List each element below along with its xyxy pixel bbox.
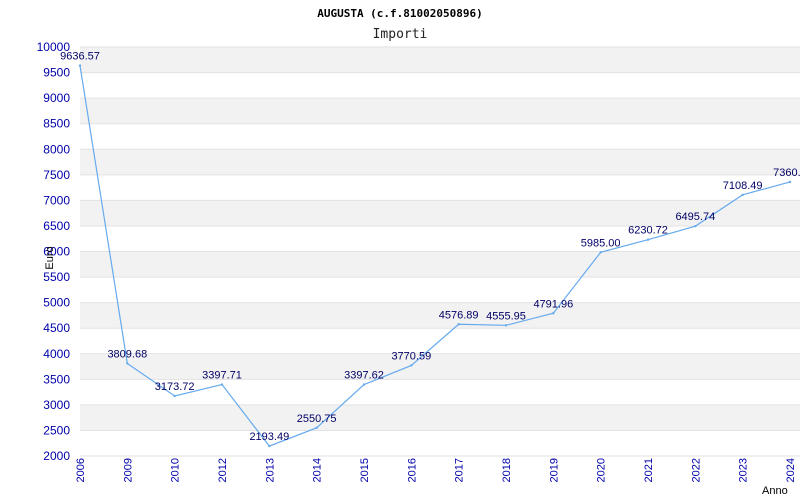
- grid-band: [80, 251, 800, 278]
- y-tick-label: 9500: [43, 66, 70, 80]
- y-tick-label: 6500: [43, 219, 70, 233]
- y-tick-label: 4500: [43, 321, 70, 335]
- data-label: 4791.96: [533, 298, 573, 310]
- grid-band: [80, 379, 800, 405]
- y-tick-label: 6000: [43, 245, 70, 259]
- x-tick-label: 2015: [359, 458, 371, 482]
- chart-title: AUGUSTA (c.f.81002050896): [317, 7, 483, 20]
- grid-lines: [80, 46, 800, 457]
- data-labels: 9636.57 3809.68 3173.72 3397.71 2193.49 2550.…: [60, 51, 800, 444]
- grid-band: [80, 47, 800, 73]
- data-label: 5985.00: [581, 237, 621, 249]
- grid-band: [80, 72, 800, 99]
- x-tick-label: 2006: [75, 458, 87, 482]
- grid-bands: [80, 47, 800, 456]
- data-label: 6230.72: [628, 225, 668, 237]
- data-label: 4576.89: [439, 309, 479, 321]
- data-point: [457, 323, 460, 326]
- data-point: [78, 64, 82, 67]
- chart-subtitle: Importi: [373, 27, 428, 42]
- data-point: [741, 193, 744, 197]
- data-point: [410, 364, 413, 367]
- data-point: [788, 180, 792, 184]
- y-tick-label: 3500: [43, 372, 70, 386]
- grid-band: [80, 430, 800, 456]
- y-tick-label: 8000: [43, 142, 70, 156]
- data-point: [315, 426, 318, 430]
- y-tick-label: 5000: [43, 296, 70, 310]
- data-label: 2550.75: [297, 413, 337, 425]
- grid-band: [80, 98, 800, 124]
- x-tick-label: 2009: [122, 458, 134, 482]
- x-tick-label: 2021: [643, 458, 655, 482]
- data-point: [646, 238, 650, 241]
- grid-band: [80, 174, 800, 201]
- grid-band: [80, 277, 800, 303]
- data-label: 3770.59: [391, 350, 431, 362]
- x-tick-label: 2018: [501, 458, 513, 482]
- data-point: [220, 383, 224, 386]
- x-tick-label: 2016: [406, 458, 418, 482]
- x-axis-label: Anno: [762, 485, 788, 497]
- data-point: [694, 224, 697, 228]
- data-label: 3397.71: [202, 370, 242, 382]
- series-line: [78, 64, 792, 448]
- y-tick-label: 8500: [43, 117, 70, 131]
- y-tick-label: 2000: [43, 449, 70, 463]
- x-tick-label: 2022: [690, 458, 702, 482]
- data-point: [552, 312, 555, 315]
- x-tick-label: 2010: [170, 458, 182, 482]
- y-tick-label: 3000: [43, 398, 70, 412]
- data-label: 6495.74: [675, 211, 715, 223]
- data-point: [504, 324, 508, 327]
- y-tick-label: 10000: [37, 40, 71, 54]
- y-tick-label: 7000: [43, 193, 70, 207]
- y-tick-label: 2500: [43, 423, 70, 437]
- grid-band: [80, 123, 800, 150]
- series-polyline: [79, 65, 791, 447]
- y-tick-label: 5500: [43, 270, 70, 284]
- grid-band: [80, 302, 800, 329]
- data-point: [126, 362, 129, 365]
- x-tick-label: 2019: [548, 458, 560, 482]
- data-point: [599, 251, 602, 254]
- data-label: 3173.72: [155, 381, 195, 393]
- grid-band: [80, 404, 800, 431]
- data-label: 9636.57: [60, 51, 100, 63]
- grid-band: [80, 353, 800, 380]
- data-label: 3397.62: [344, 370, 384, 382]
- y-tick-label: 4000: [43, 347, 70, 361]
- x-tick-label: 2012: [217, 458, 229, 482]
- x-tick-label: 2023: [738, 458, 750, 482]
- data-label: 7360.4: [773, 167, 800, 179]
- grid-band: [80, 149, 800, 175]
- x-axis-ticks: 2006 2009 2010 2012 2013 2014 2015 2016 2017 2018…: [75, 458, 797, 482]
- x-tick-label: 2020: [596, 458, 608, 482]
- data-point: [362, 383, 366, 386]
- grid-band: [80, 225, 800, 252]
- data-point: [268, 444, 271, 448]
- x-tick-label: 2024: [785, 458, 797, 482]
- x-tick-label: 2013: [264, 458, 276, 482]
- x-tick-label: 2014: [312, 458, 324, 482]
- data-label: 7108.49: [723, 180, 763, 192]
- data-point: [173, 394, 176, 398]
- data-label: 3809.68: [107, 348, 147, 360]
- data-label: 2193.49: [249, 431, 289, 443]
- grid-band: [80, 200, 800, 226]
- y-tick-label: 9000: [43, 91, 70, 105]
- data-label: 4555.95: [486, 310, 526, 322]
- y-tick-label: 7500: [43, 168, 70, 182]
- y-axis-label: Euro: [44, 246, 56, 269]
- y-axis-ticks: 2000 2500 3000 3500 4000 4500 5000 5500 6000 6500…: [37, 40, 71, 463]
- x-tick-label: 2017: [454, 458, 466, 482]
